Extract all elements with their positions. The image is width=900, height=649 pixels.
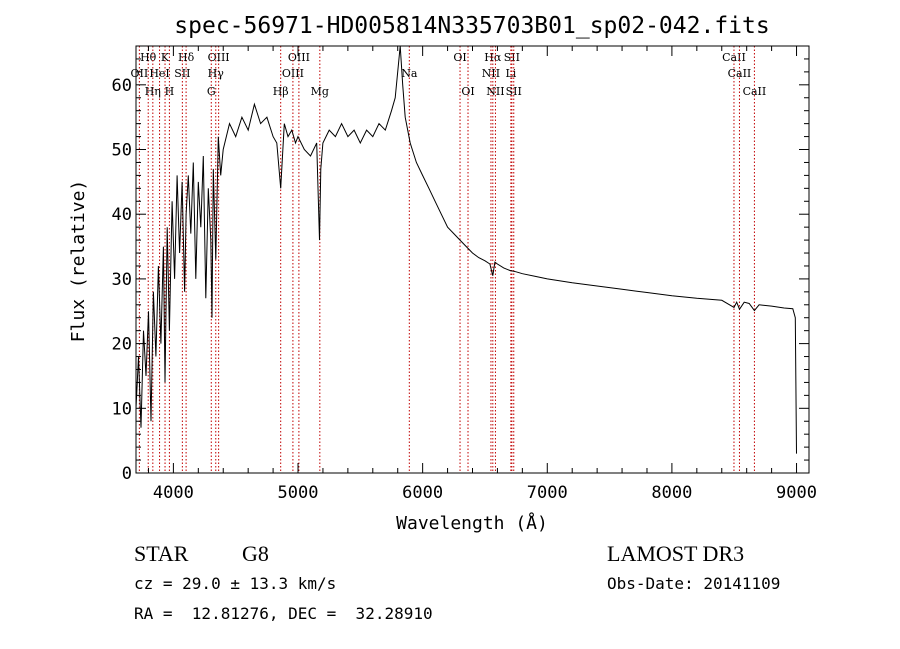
line-marker-label: NII [486, 85, 504, 98]
x-tick-label: 6000 [402, 483, 443, 503]
y-tick-label: 10 [112, 399, 132, 419]
line-marker-label: OII [131, 67, 149, 80]
x-axis-label: Wavelength (Å) [396, 512, 548, 534]
line-marker-label: CaII [728, 67, 752, 80]
line-marker-label: Hθ [140, 51, 157, 64]
y-axis-label: Flux (relative) [68, 180, 89, 343]
line-marker-label: SII [174, 67, 190, 80]
line-marker-label: NII [482, 67, 500, 80]
line-marker-label: H [165, 85, 175, 98]
line-marker-label: Mg [311, 85, 329, 98]
survey-release: LAMOST DR3 [607, 541, 745, 566]
line-marker-label: OIII [282, 67, 304, 80]
y-tick-label: 20 [112, 335, 132, 355]
line-marker-label: Hα [484, 51, 502, 64]
line-marker-label: SII [504, 51, 520, 64]
line-marker-label: Hη [145, 85, 161, 98]
y-tick-label: 30 [112, 270, 132, 290]
x-tick-label: 9000 [776, 483, 817, 503]
line-marker-label: OI [453, 51, 466, 64]
line-marker-label: K [161, 51, 170, 64]
line-marker-label: HeI [149, 67, 169, 80]
line-marker-label: G [207, 85, 216, 98]
y-tick-label: 0 [122, 464, 132, 484]
x-axis-ticks: 4000 5000 6000 7000 8000 9000 [147, 46, 817, 503]
line-marker-label: OIII [288, 51, 310, 64]
line-marker-label: Na [401, 67, 418, 80]
x-tick-label: 8000 [651, 483, 692, 503]
line-marker-label: CaII [722, 51, 746, 64]
line-marker-label: Hδ [178, 51, 195, 64]
line-marker-label: Li [505, 67, 516, 80]
y-tick-label: 40 [112, 205, 132, 225]
line-marker-label: Hγ [208, 67, 225, 80]
observation-date: Obs-Date: 20141109 [607, 574, 781, 593]
y-tick-label: 50 [112, 141, 132, 161]
y-axis-ticks: 0 10 20 30 40 50 60 [112, 45, 809, 484]
x-tick-label: 7000 [527, 483, 568, 503]
line-marker-label: OI [461, 85, 474, 98]
line-marker-label: Hβ [273, 85, 289, 98]
redshift-velocity: cz = 29.0 ± 13.3 km/s [134, 574, 337, 593]
object-subclass: G8 [242, 541, 269, 566]
x-tick-label: 5000 [278, 483, 319, 503]
object-class: STAR [134, 541, 189, 566]
line-marker-label: SII [506, 85, 522, 98]
y-tick-label: 60 [112, 76, 132, 96]
spectrum-line [135, 45, 797, 454]
line-marker-label: OIII [208, 51, 230, 64]
chart-title: spec-56971-HD005814N335703B01_sp02-042.f… [174, 13, 769, 39]
x-tick-label: 4000 [153, 483, 194, 503]
ra-dec-coordinates: RA = 12.81276, DEC = 32.28910 [134, 604, 433, 623]
plot-frame [135, 45, 810, 474]
line-marker-label: CaII [743, 85, 767, 98]
